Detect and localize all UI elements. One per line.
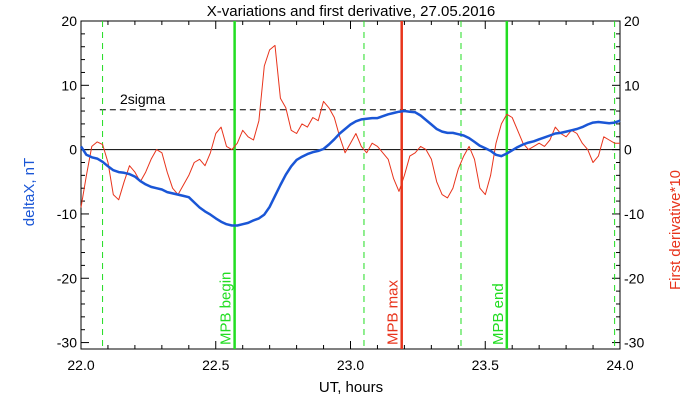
derivative-line	[80, 44, 620, 208]
x-tick-label: 22.5	[202, 357, 229, 373]
chart-title: X-variations and first derivative, 27.05…	[207, 3, 496, 20]
y-tick-label-left: 10	[61, 77, 77, 93]
vline-label: MPB max	[385, 279, 402, 345]
y-axis-title-right: First derivative*10	[667, 170, 684, 290]
x-tick-label: 22.0	[67, 357, 94, 373]
deltaX-line	[79, 109, 621, 227]
threshold-label: 2sigma	[120, 91, 165, 107]
y-tick-label-right: 20	[624, 13, 640, 29]
x-tick-label: 23.5	[472, 357, 499, 373]
y-tick-label-left: -10	[57, 206, 77, 222]
x-axis-title: UT, hours	[319, 379, 383, 396]
y-tick-label-right: 10	[624, 77, 640, 93]
vline-label: MPB end	[490, 283, 507, 345]
plot-frame	[80, 20, 621, 350]
y-tick-label-left: 0	[69, 142, 77, 158]
y-tick-label-left: -30	[57, 335, 77, 351]
y-tick-label-right: -20	[624, 270, 644, 286]
vline-label: MPB begin	[218, 272, 235, 345]
y-tick-label-right: -30	[624, 335, 644, 351]
y-tick-label-right: -10	[624, 206, 644, 222]
x-tick-label: 23.0	[337, 357, 364, 373]
y-tick-label-left: -20	[57, 270, 77, 286]
y-tick-label-left: 20	[61, 13, 77, 29]
plot-area: 22.0 22.5 23.0 23.5 24.0 20 20 10 10 0 0 -10 -10 -20 -…	[57, 13, 645, 373]
y-tick-label-right: 0	[624, 142, 632, 158]
y-axis-title-left: deltaX, nT	[21, 158, 38, 226]
x-tick-label: 24.0	[606, 357, 633, 373]
